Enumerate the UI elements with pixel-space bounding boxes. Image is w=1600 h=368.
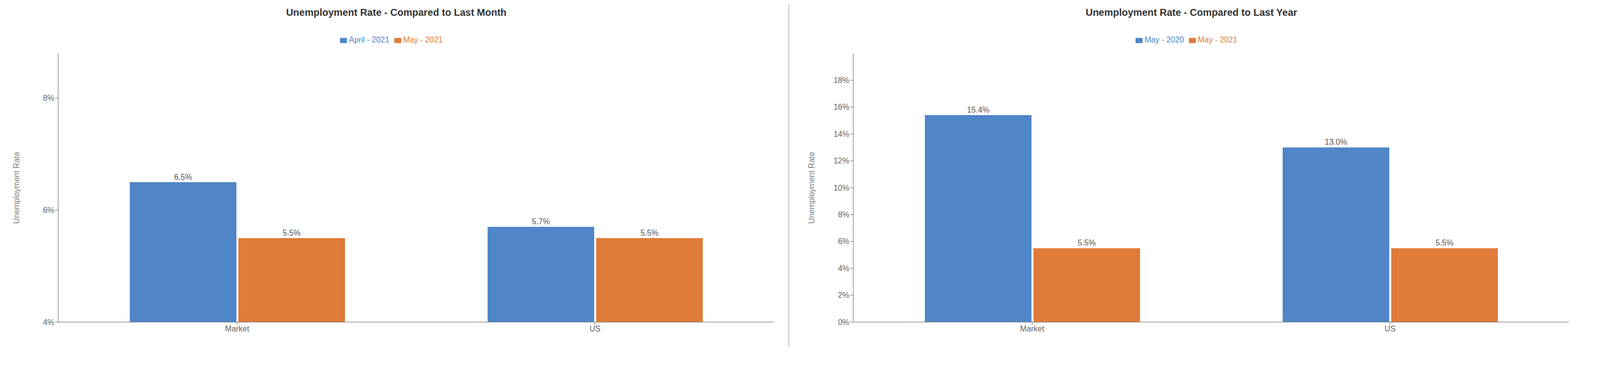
html-text:Unemployment Rate - Compared t: Unemployment Rate - Compared to Last Yea… xyxy=(1085,6,1298,18)
svg-text:10%: 10% xyxy=(833,183,850,192)
svg-text:US: US xyxy=(589,324,601,333)
html-text:May - 2021: May - 2021 xyxy=(1197,35,1238,44)
html-text:Unemployment Rate - Compared t: Unemployment Rate - Compared to Last Mon… xyxy=(286,6,507,18)
svg-text:4%: 4% xyxy=(838,264,850,273)
svg-text:5.5%: 5.5% xyxy=(1435,238,1454,247)
svg-text:US: US xyxy=(1384,324,1396,333)
svg-text:5.5%: 5.5% xyxy=(282,228,301,237)
svg-text:Market: Market xyxy=(225,324,250,333)
svg-text:0%: 0% xyxy=(838,317,850,327)
svg-text:8%: 8% xyxy=(838,210,850,219)
svg-text:4%: 4% xyxy=(42,317,55,327)
html-text:April - 2021: April - 2021 xyxy=(348,35,390,44)
svg-text:8%: 8% xyxy=(42,93,55,103)
svg-text:15.4%: 15.4% xyxy=(966,105,990,115)
svg-text:16%: 16% xyxy=(833,102,850,112)
svg-text:Unemployment Rate: Unemployment Rate xyxy=(807,151,816,224)
html-text:May - 2020: May - 2020 xyxy=(1144,35,1184,44)
svg-text:6%: 6% xyxy=(42,205,55,215)
svg-text:12%: 12% xyxy=(833,156,850,165)
svg-text:Market: Market xyxy=(1020,324,1045,333)
svg-text:6%: 6% xyxy=(838,236,850,246)
svg-text:13.0%: 13.0% xyxy=(1324,137,1347,147)
svg-text:5.7%: 5.7% xyxy=(532,217,550,226)
svg-text:Unemployment Rate: Unemployment Rate xyxy=(12,151,21,224)
svg-text:5.5%: 5.5% xyxy=(640,228,659,237)
svg-text:6.5%: 6.5% xyxy=(174,172,192,182)
svg-text:5.5%: 5.5% xyxy=(1077,238,1096,247)
svg-text:14%: 14% xyxy=(833,129,850,139)
svg-text:18%: 18% xyxy=(833,76,850,85)
html-text:May - 2021: May - 2021 xyxy=(403,35,443,44)
svg-text:2%: 2% xyxy=(838,290,850,300)
